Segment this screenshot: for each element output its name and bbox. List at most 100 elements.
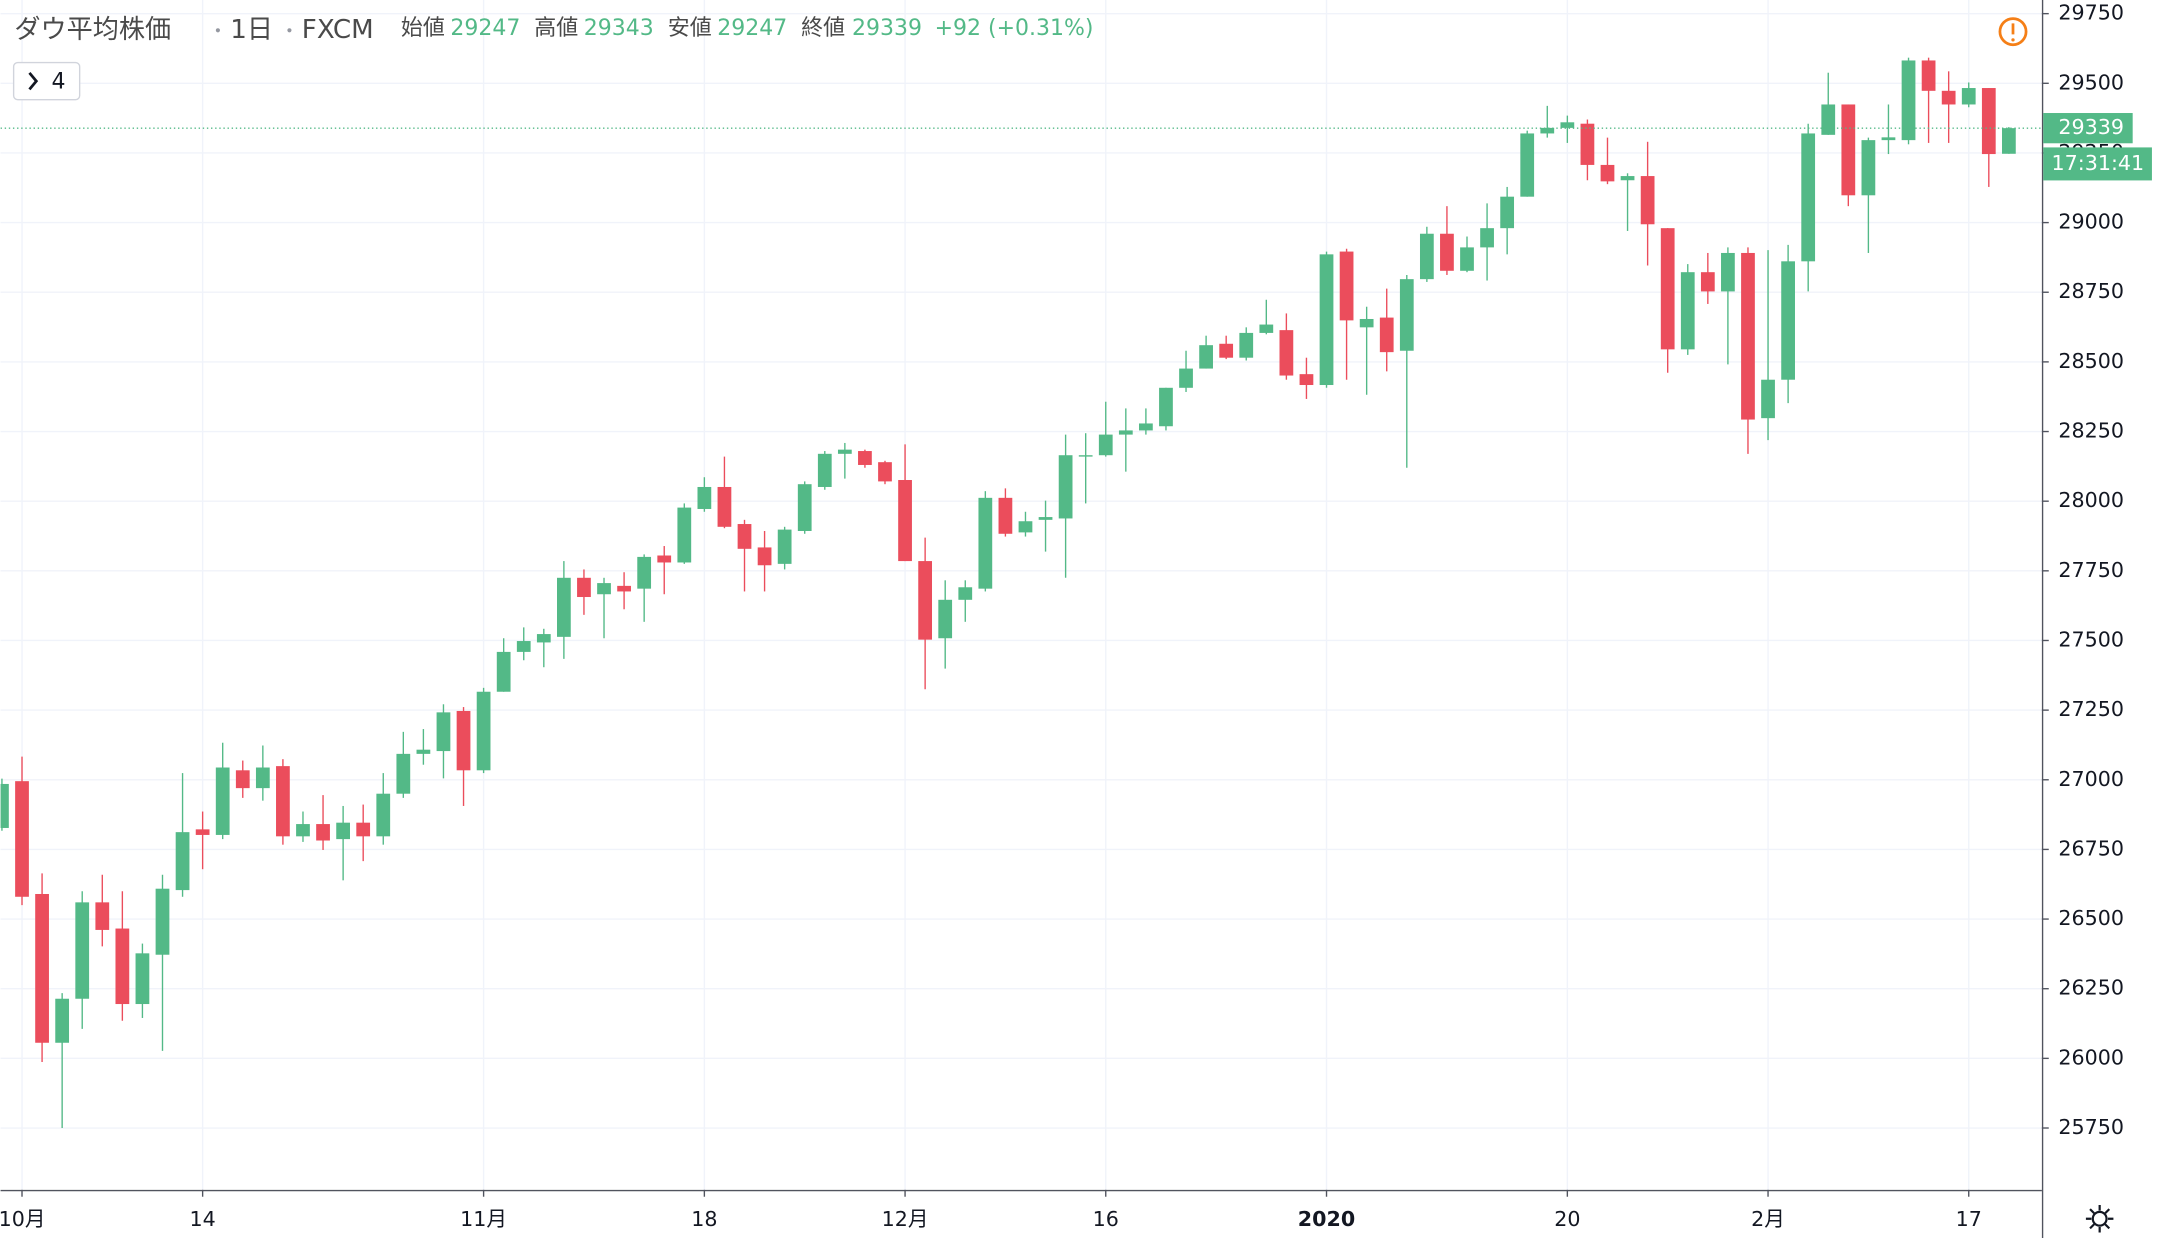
candle-body — [657, 555, 672, 563]
candle-body — [1460, 247, 1474, 271]
candle-body — [1981, 88, 1996, 155]
candle-body — [436, 712, 451, 752]
x-tick-label: 20 — [1554, 1207, 1580, 1231]
candle-body — [1399, 279, 1414, 351]
last-price-tag — [2043, 113, 2133, 144]
gear-center — [2091, 1210, 2108, 1227]
interval: 1日 — [230, 15, 273, 45]
candle-body — [396, 753, 411, 794]
candle-body — [1259, 324, 1274, 333]
candle-body — [1319, 254, 1334, 386]
candle-body — [1179, 368, 1193, 388]
candle-body — [898, 480, 912, 562]
candle-body — [276, 766, 290, 837]
y-tick-label: 28750 — [2058, 279, 2124, 303]
candle-body — [777, 529, 792, 564]
candle-body — [135, 953, 150, 1005]
candle-body — [215, 767, 230, 835]
candle-body — [797, 484, 812, 531]
x-tick-label: 16 — [1093, 1207, 1119, 1231]
candle-body — [1480, 228, 1494, 248]
candle-body — [737, 524, 752, 549]
candle-body — [1299, 374, 1314, 386]
indicators-toggle[interactable]: 4 — [12, 61, 81, 101]
candle-body — [1038, 517, 1053, 520]
y-tick-label: 26250 — [2058, 976, 2124, 1000]
y-tick-label: 28500 — [2058, 349, 2124, 373]
candle-body — [1700, 272, 1715, 292]
y-tick-label: 26750 — [2058, 836, 2124, 860]
ohlc-value: 29247 — [717, 16, 787, 41]
settings-icon[interactable] — [2085, 1204, 2114, 1233]
candle-body — [1660, 228, 1675, 350]
candle-body — [2001, 128, 2016, 154]
candle-body — [175, 832, 190, 891]
candle-body — [1098, 434, 1113, 456]
source: FXCM — [302, 15, 374, 45]
y-tick-label: 25750 — [2058, 1115, 2124, 1139]
y-tick-label: 28250 — [2058, 419, 2124, 443]
x-tick-label: 11月 — [460, 1207, 507, 1231]
candle-body — [336, 822, 350, 840]
toggle-button[interactable] — [12, 61, 81, 101]
candle-body — [677, 507, 692, 563]
candle-body — [1861, 140, 1876, 196]
candle-body — [1018, 521, 1033, 533]
y-tick-label: 29000 — [2058, 210, 2124, 234]
candle-body — [1159, 387, 1173, 427]
candle-body — [115, 928, 130, 1005]
ohlc-label: 安値 — [668, 16, 712, 41]
ohlc-label: 始値 — [401, 16, 445, 41]
candle-body — [878, 462, 892, 482]
candle-body — [235, 770, 250, 789]
y-tick-label: 26500 — [2058, 906, 2124, 930]
candle-body — [817, 453, 832, 487]
y-tick-label: 27250 — [2058, 697, 2124, 721]
candle-body — [516, 641, 531, 652]
y-tick-label: 27500 — [2058, 627, 2124, 651]
ohlc-label: 高値 — [534, 16, 578, 41]
candle-body — [1058, 455, 1073, 519]
y-tick-label: 29750 — [2058, 1, 2124, 25]
candle-body — [1500, 196, 1515, 229]
x-tick-label: 2020 — [1298, 1207, 1355, 1231]
legend-header: ダウ平均株価 1日 FXCM 始値 29247 高値 29343 安値 2924… — [14, 15, 1093, 45]
y-tick-label: 28000 — [2058, 488, 2124, 512]
candle-body — [416, 749, 431, 754]
candle-body — [195, 829, 210, 835]
candle-body — [1219, 343, 1234, 358]
candle-body — [577, 577, 591, 598]
warning-circle — [1998, 17, 2028, 47]
candle-body — [316, 824, 330, 841]
candle-body — [1359, 318, 1374, 328]
gear-teeth — [2085, 1204, 2114, 1233]
candle-body — [637, 556, 652, 589]
ohlc-value: 29339 — [852, 16, 922, 41]
candle-body — [1419, 233, 1434, 280]
candle-body — [1540, 127, 1555, 134]
candle-body — [0, 783, 9, 828]
candle-body — [1841, 104, 1856, 196]
ohlc-value: 29247 — [450, 16, 520, 41]
indicators-count: 4 — [51, 70, 65, 95]
candle-body — [1520, 133, 1535, 197]
change: +92 (+0.31%) — [935, 16, 1094, 41]
candle-body — [1078, 455, 1093, 457]
candle-body — [35, 893, 49, 1043]
warning-icon[interactable] — [1998, 17, 2028, 47]
x-tick-label: 10月 — [0, 1207, 45, 1231]
y-tick-label: 27750 — [2058, 558, 2124, 582]
candle-body — [697, 486, 712, 509]
candle-body — [296, 824, 310, 837]
candle-body — [998, 497, 1013, 534]
candle-body — [1901, 60, 1916, 141]
x-tick-label: 12月 — [882, 1207, 929, 1231]
x-tick-label: 14 — [190, 1207, 216, 1231]
candle-body — [1560, 122, 1575, 128]
candle-body — [1721, 252, 1735, 292]
candle-body — [1921, 60, 1936, 91]
candle-body — [75, 902, 90, 999]
